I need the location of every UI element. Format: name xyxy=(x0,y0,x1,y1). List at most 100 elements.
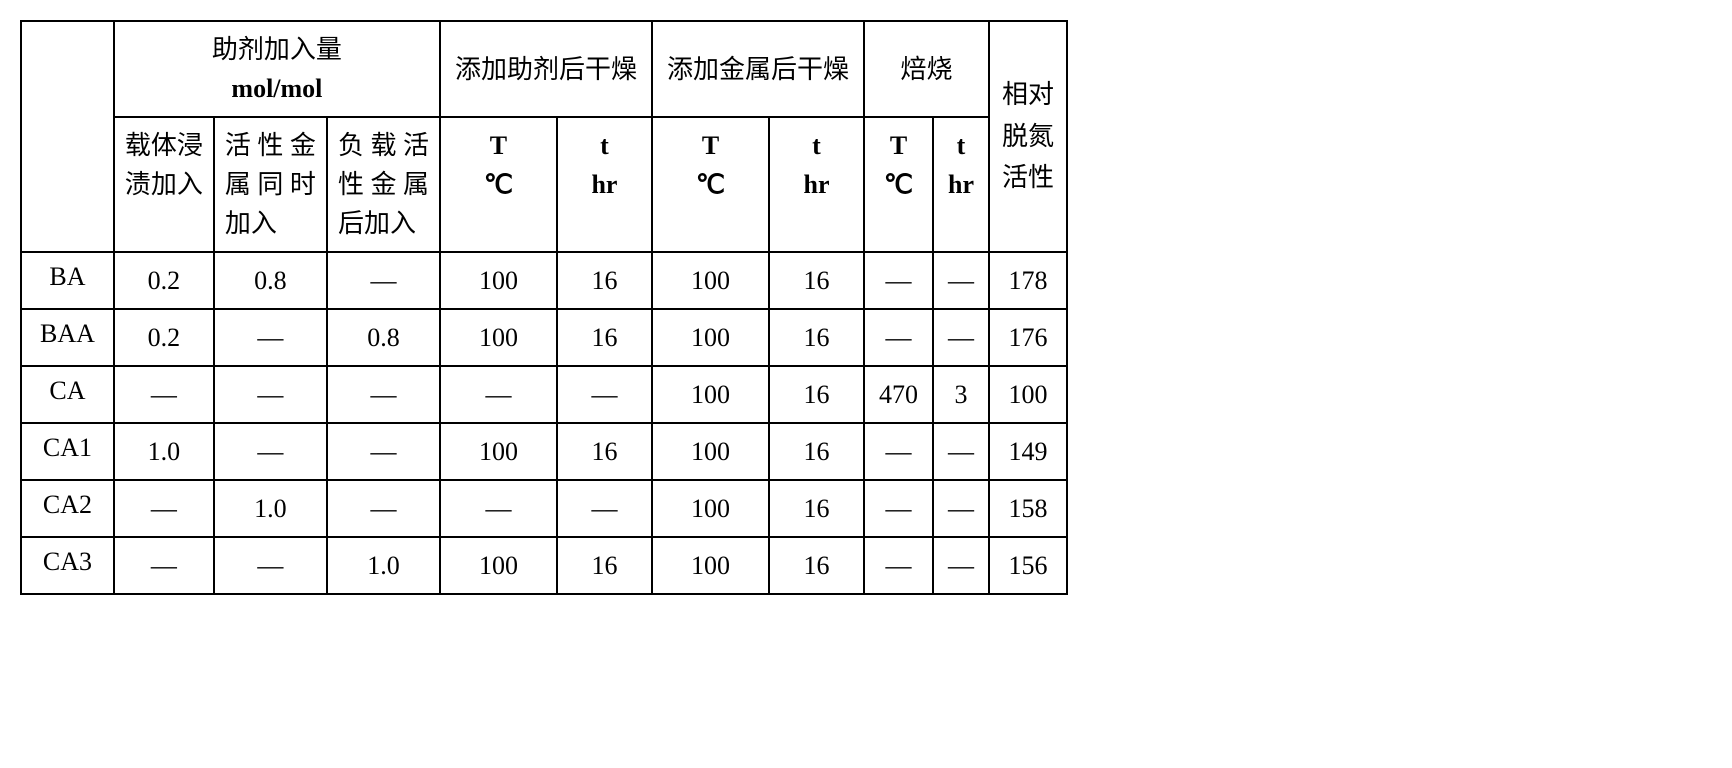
data-cell: 0.8 xyxy=(327,309,440,366)
additive-amount-label: 助剂加入量 xyxy=(212,35,342,64)
data-cell: 16 xyxy=(769,366,864,423)
data-cell: 100 xyxy=(652,480,769,537)
row-label: CA3 xyxy=(21,537,114,594)
g4-time-unit: hr xyxy=(948,170,974,199)
data-cell: — xyxy=(327,480,440,537)
g3-time-symbol: t xyxy=(812,131,821,160)
header-row-2: 载体浸渍加入 活 性 金属 同 时加入 负 载 活性 金 属后加入 T ℃ t … xyxy=(21,117,1067,252)
row-label: BAA xyxy=(21,309,114,366)
table-row: CA1 1.0 — — 100 16 100 16 — — 149 xyxy=(21,423,1067,480)
data-cell: 0.8 xyxy=(214,252,327,309)
data-cell: — xyxy=(214,366,327,423)
data-cell: — xyxy=(864,537,933,594)
table-row: BA 0.2 0.8 — 100 16 100 16 — — 178 xyxy=(21,252,1067,309)
data-cell: 100 xyxy=(440,309,557,366)
data-cell: — xyxy=(327,423,440,480)
data-cell: 178 xyxy=(989,252,1067,309)
row-label: CA xyxy=(21,366,114,423)
data-cell: 1.0 xyxy=(214,480,327,537)
subheader-carrier-impregnation: 载体浸渍加入 xyxy=(114,117,214,252)
g4-temp-unit: ℃ xyxy=(884,170,913,199)
data-cell: 0.2 xyxy=(114,252,214,309)
data-cell: — xyxy=(327,366,440,423)
data-cell: — xyxy=(557,366,652,423)
data-cell: — xyxy=(214,423,327,480)
subheader-g4-temp: T ℃ xyxy=(864,117,933,252)
data-cell: — xyxy=(114,480,214,537)
data-cell: — xyxy=(933,309,989,366)
data-table-container: 助剂加入量 mol/mol 添加助剂后干燥 添加金属后干燥 焙烧 相对脱氮活性 … xyxy=(20,20,1068,595)
g2-temp-unit: ℃ xyxy=(484,170,513,199)
data-cell: 16 xyxy=(769,252,864,309)
data-cell: 100 xyxy=(652,252,769,309)
subheader-g2-time: t hr xyxy=(557,117,652,252)
data-cell: — xyxy=(864,480,933,537)
row-label: CA2 xyxy=(21,480,114,537)
data-cell: 16 xyxy=(557,309,652,366)
g3-time-unit: hr xyxy=(803,170,829,199)
table-row: CA — — — — — 100 16 470 3 100 xyxy=(21,366,1067,423)
subheader-g4-time: t hr xyxy=(933,117,989,252)
data-cell: — xyxy=(557,480,652,537)
g2-time-symbol: t xyxy=(600,131,609,160)
data-cell: — xyxy=(114,366,214,423)
data-cell: 158 xyxy=(989,480,1067,537)
data-cell: 100 xyxy=(989,366,1067,423)
data-cell: 470 xyxy=(864,366,933,423)
data-cell: 0.2 xyxy=(114,309,214,366)
g3-temp-unit: ℃ xyxy=(696,170,725,199)
data-cell: 3 xyxy=(933,366,989,423)
subheader-active-metal-simultaneous: 活 性 金属 同 时加入 xyxy=(214,117,327,252)
table-row: BAA 0.2 — 0.8 100 16 100 16 — — 176 xyxy=(21,309,1067,366)
data-cell: — xyxy=(214,537,327,594)
header-group-additive-amount: 助剂加入量 mol/mol xyxy=(114,21,440,117)
data-cell: — xyxy=(864,309,933,366)
data-cell: 16 xyxy=(769,480,864,537)
g2-time-unit: hr xyxy=(591,170,617,199)
data-cell: 100 xyxy=(652,309,769,366)
table-row: CA3 — — 1.0 100 16 100 16 — — 156 xyxy=(21,537,1067,594)
data-cell: — xyxy=(327,252,440,309)
header-group-calcination: 焙烧 xyxy=(864,21,989,117)
data-cell: — xyxy=(864,423,933,480)
data-cell: — xyxy=(933,423,989,480)
subheader-g3-time: t hr xyxy=(769,117,864,252)
subheader-g3-temp: T ℃ xyxy=(652,117,769,252)
corner-empty-cell xyxy=(21,21,114,252)
data-cell: 176 xyxy=(989,309,1067,366)
subheader-g2-temp: T ℃ xyxy=(440,117,557,252)
table-body: BA 0.2 0.8 — 100 16 100 16 — — 178 BAA 0… xyxy=(21,252,1067,594)
g3-temp-symbol: T xyxy=(702,131,719,160)
data-cell: — xyxy=(933,537,989,594)
data-cell: 1.0 xyxy=(327,537,440,594)
header-relative-activity: 相对脱氮活性 xyxy=(989,21,1067,252)
data-cell: 16 xyxy=(769,309,864,366)
data-cell: 149 xyxy=(989,423,1067,480)
subheader-after-loading-metal: 负 载 活性 金 属后加入 xyxy=(327,117,440,252)
data-cell: 100 xyxy=(440,537,557,594)
data-cell: — xyxy=(440,480,557,537)
data-cell: 100 xyxy=(440,423,557,480)
table-row: CA2 — 1.0 — — — 100 16 — — 158 xyxy=(21,480,1067,537)
table-header: 助剂加入量 mol/mol 添加助剂后干燥 添加金属后干燥 焙烧 相对脱氮活性 … xyxy=(21,21,1067,252)
data-cell: 100 xyxy=(652,423,769,480)
data-cell: — xyxy=(864,252,933,309)
data-cell: 16 xyxy=(769,423,864,480)
g2-temp-symbol: T xyxy=(490,131,507,160)
data-cell: — xyxy=(440,366,557,423)
header-row-1: 助剂加入量 mol/mol 添加助剂后干燥 添加金属后干燥 焙烧 相对脱氮活性 xyxy=(21,21,1067,117)
data-cell: 156 xyxy=(989,537,1067,594)
data-cell: 100 xyxy=(652,366,769,423)
header-group-dry-after-additive: 添加助剂后干燥 xyxy=(440,21,652,117)
row-label: CA1 xyxy=(21,423,114,480)
data-cell: 100 xyxy=(652,537,769,594)
row-label: BA xyxy=(21,252,114,309)
data-cell: 16 xyxy=(557,537,652,594)
data-cell: — xyxy=(933,252,989,309)
data-cell: 16 xyxy=(557,423,652,480)
header-group-dry-after-metal: 添加金属后干燥 xyxy=(652,21,864,117)
data-cell: — xyxy=(114,537,214,594)
data-cell: 100 xyxy=(440,252,557,309)
data-cell: 1.0 xyxy=(114,423,214,480)
catalyst-data-table: 助剂加入量 mol/mol 添加助剂后干燥 添加金属后干燥 焙烧 相对脱氮活性 … xyxy=(20,20,1068,595)
